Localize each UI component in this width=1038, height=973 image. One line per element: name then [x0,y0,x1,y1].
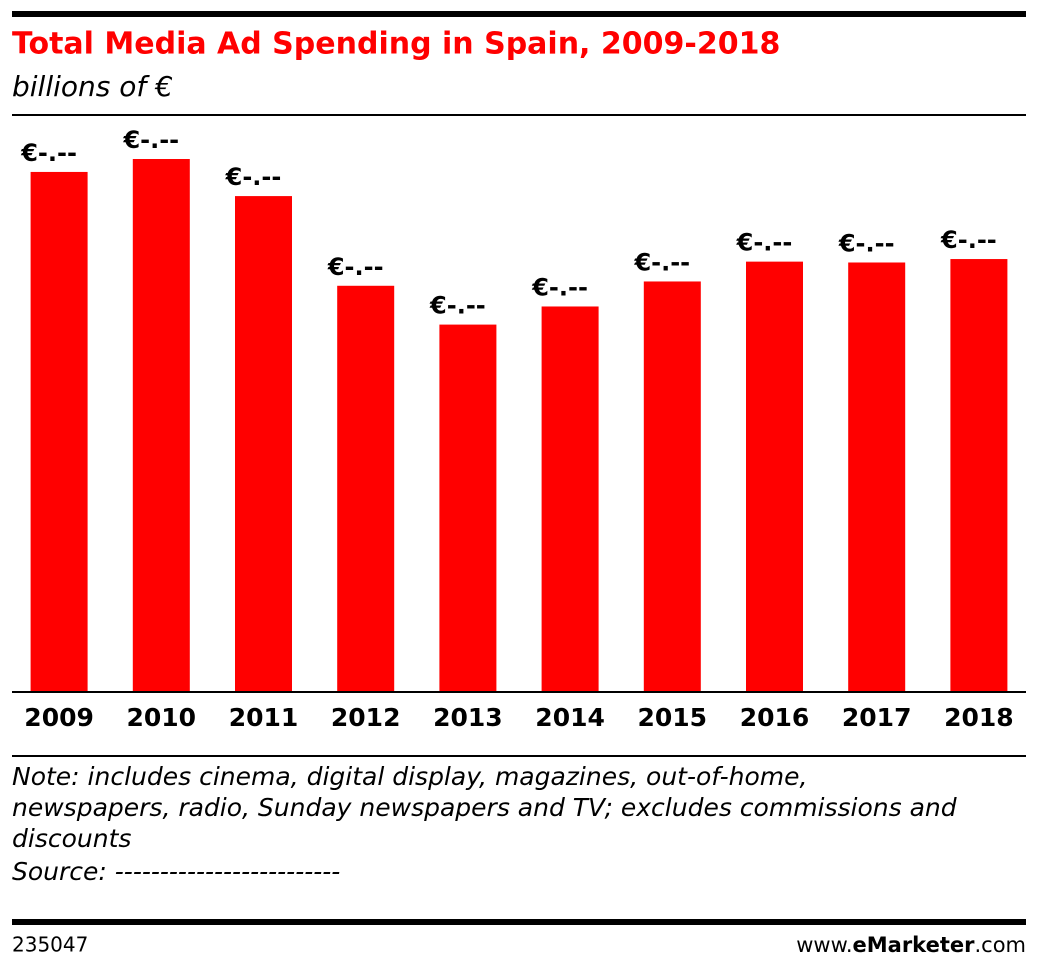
value-label: €-.-- [838,229,895,257]
bar [235,196,292,692]
site-part: .com [974,933,1026,957]
bar [643,281,701,692]
bottom-rule [12,919,1026,925]
site: www.eMarketer.com [796,933,1026,957]
note-line: Note: includes cinema, digital display, … [12,762,807,791]
site-part: www. [796,933,852,957]
bar [950,259,1008,692]
source: Source: ------------------------- [12,857,340,886]
chart-subtitle: billions of € [12,70,173,103]
value-label: €-.-- [122,126,179,154]
chart-title: Total Media Ad Spending in Spain, 2009-2… [12,27,780,62]
bar [746,261,803,692]
baseline [12,691,1026,693]
value-label: €-.-- [20,139,77,167]
x-tick-label: 2017 [842,703,912,732]
x-tick-label: 2012 [331,703,401,732]
value-label: €-.-- [327,253,384,281]
rule [12,114,1026,116]
value-label: €-.-- [531,273,588,301]
bar [848,262,906,692]
bar [541,306,599,692]
note-line: newspapers, radio, Sunday newspapers and… [12,793,957,822]
rule [12,755,1026,757]
value-label: €-.-- [225,163,282,191]
x-tick-label: 2011 [229,703,299,732]
x-tick-label: 2010 [127,703,197,732]
site-brand: eMarketer [853,933,976,957]
value-label: €-.-- [940,226,997,254]
top-rule [12,11,1026,17]
bar [337,285,395,692]
x-tick-label: 2016 [740,703,810,732]
x-tick-label: 2009 [24,703,94,732]
bar [30,171,88,692]
bar [132,159,190,692]
note-line: discounts [12,824,131,853]
value-label: €-.-- [736,229,793,257]
x-tick-label: 2014 [535,703,605,732]
value-label: €-.-- [633,248,690,276]
chart-id: 235047 [12,933,88,957]
x-tick-label: 2018 [944,703,1014,732]
value-label: €-.-- [429,292,486,320]
x-tick-label: 2013 [433,703,503,732]
bar [439,324,497,692]
x-tick-label: 2015 [638,703,708,732]
